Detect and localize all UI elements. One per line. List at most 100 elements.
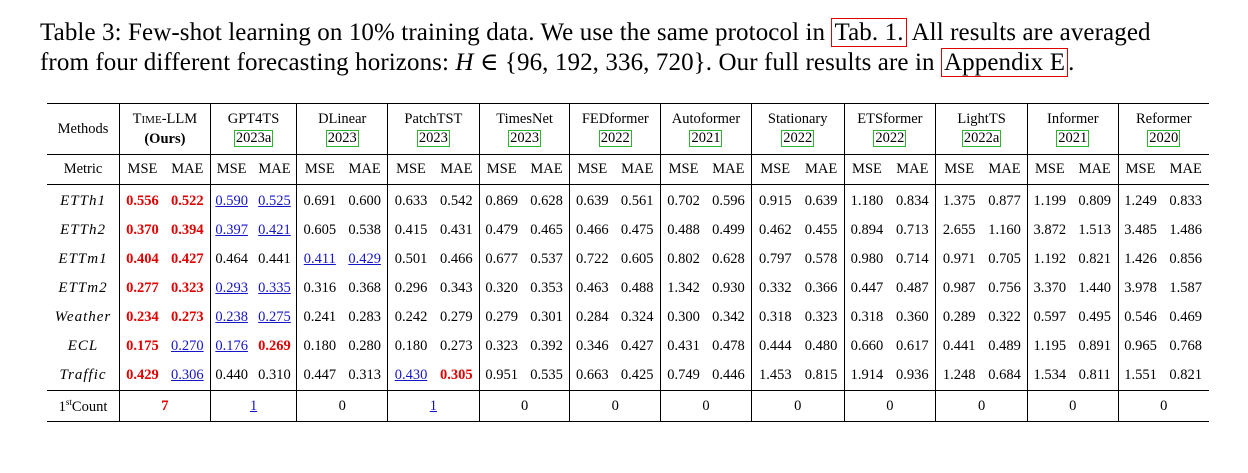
table-cell: 0.722 (569, 245, 615, 274)
metric-value: 0.488 (620, 280, 654, 296)
metric-value: 0.323 (804, 309, 838, 325)
citation-link[interactable]: 2022 (873, 130, 907, 147)
table-cell: 3.370 (1026, 274, 1072, 303)
metric-value: 1.195 (1033, 338, 1067, 354)
table-cell: 0.310 (253, 361, 297, 391)
table-cell: 0.323 (165, 274, 210, 303)
metric-value: 0.441 (942, 338, 976, 354)
table-row: Traffic 0.429 0.306 0.440 0.310 0.447 0.313 0.4… (47, 361, 1209, 391)
table-cell: 0.332 (750, 274, 799, 303)
citation-link[interactable]: 2021 (689, 130, 723, 147)
metric-value: 0.280 (348, 338, 381, 354)
table-cell: 1.440 (1072, 274, 1118, 303)
table-cell: 0.501 (387, 245, 434, 274)
citation-link[interactable]: 2023 (325, 130, 359, 147)
citation-link[interactable]: 2022 (598, 130, 632, 147)
metric-value: 0.756 (988, 280, 1021, 296)
count-label-text: 1 (58, 398, 66, 415)
metric-value: 0.556 (126, 193, 159, 209)
table-cell: 0.238 (209, 303, 253, 332)
citation-link[interactable]: 2022a (961, 130, 1002, 147)
appendix-e-reference-link[interactable]: Appendix E (940, 48, 1069, 77)
model-header-time-llm: TIME-LLM (Ours) (119, 103, 211, 155)
metric-value: 0.429 (348, 251, 381, 267)
mae-header: MAE (433, 154, 480, 185)
count-value: 0 (977, 397, 986, 414)
table-cell: 0.590 (209, 184, 253, 216)
metric-value: 0.478 (712, 338, 745, 354)
table-cell: 0.455 (799, 216, 844, 245)
table-cell: 0.894 (843, 216, 890, 245)
mse-header: MSE (935, 154, 983, 185)
table-cell: 0.702 (660, 184, 706, 216)
mae-header: MAE (614, 154, 661, 185)
table-cell: 1.486 (1162, 216, 1209, 245)
table-cell: 0.915 (750, 184, 799, 216)
model-name: -LLM (161, 110, 198, 127)
table-cell: 3.485 (1117, 216, 1163, 245)
metric-value: 0.525 (258, 193, 291, 209)
mae-header: MAE (705, 154, 752, 185)
table-cell: 0.522 (165, 185, 210, 217)
metric-value: 0.633 (394, 193, 428, 209)
metric-value: 0.427 (620, 338, 654, 354)
metric-value: 0.176 (215, 338, 248, 354)
model-header-reformer: Reformer 2020 (1117, 103, 1209, 155)
metric-value: 0.628 (712, 251, 745, 267)
metric-value: 0.869 (485, 193, 518, 209)
table-cell: 0.663 (569, 361, 615, 391)
metric-value: 0.431 (440, 222, 473, 238)
model-header-gpt4ts: GPT4TS 2023a (209, 103, 297, 155)
metric-value: 0.578 (804, 251, 838, 267)
table-cell: 0.535 (524, 361, 570, 391)
first-count-label: 1stCount (47, 390, 120, 422)
table-cell: 1.195 (1026, 332, 1072, 361)
table-cell: 0.431 (434, 216, 479, 245)
metric-value: 1.375 (942, 193, 976, 209)
table-cell: 0.368 (342, 274, 387, 303)
table-cell: 0.600 (342, 185, 387, 217)
citation-link[interactable]: 2022 (781, 130, 815, 147)
table-1-reference-link[interactable]: Tab. 1. (831, 18, 907, 47)
metric-value: 0.987 (942, 280, 976, 296)
citation-link[interactable]: 2023 (508, 130, 542, 147)
metric-value: 0.430 (394, 367, 428, 383)
count-cell: 0 (569, 390, 661, 422)
dataset-label: Traffic (59, 367, 107, 383)
model-header-patchtst: PatchTST 2023 (387, 103, 480, 155)
table-cell: 0.273 (434, 332, 479, 361)
count-label-sup: st (65, 396, 72, 407)
citation-link[interactable]: 2021 (1056, 130, 1090, 147)
horizon-set: ∈ {96, 192, 336, 720} (473, 49, 706, 76)
metric-value: 0.691 (303, 193, 337, 209)
mae-header: MAE (798, 154, 845, 185)
table-cell: 0.241 (296, 303, 343, 332)
metric-value: 0.537 (530, 251, 563, 267)
metric-value: 0.811 (1078, 367, 1111, 383)
metric-value: 0.965 (1124, 338, 1157, 354)
table-cell: 0.971 (935, 245, 983, 274)
table-cell: 0.811 (1072, 361, 1118, 391)
metric-value: 0.368 (348, 280, 381, 296)
table-cell: 0.556 (119, 184, 165, 216)
citation-link[interactable]: 2023 (416, 130, 450, 147)
table-cell: 0.394 (165, 216, 210, 245)
table-cell: 0.180 (296, 332, 343, 361)
metric-value: 3.370 (1033, 280, 1067, 296)
metric-value: 0.462 (758, 222, 792, 238)
model-name: FEDformer (581, 111, 649, 127)
table-cell: 0.463 (569, 274, 615, 303)
table-cell: 0.269 (253, 332, 297, 361)
dataset-label: ETTh2 (60, 222, 106, 238)
table-cell: 0.869 (478, 184, 524, 216)
table-cell: 0.353 (524, 274, 570, 303)
metric-value: 0.392 (530, 338, 563, 354)
table-cell: 0.430 (387, 361, 434, 391)
table-cell: 0.561 (614, 185, 660, 217)
table-cell: 0.447 (296, 361, 343, 391)
citation-link[interactable]: 2023a (233, 130, 274, 147)
metric-value: 0.663 (576, 367, 609, 383)
citation-link[interactable]: 2020 (1147, 130, 1181, 147)
table-cell: 0.466 (569, 216, 615, 245)
metric-value: 2.655 (942, 222, 976, 238)
